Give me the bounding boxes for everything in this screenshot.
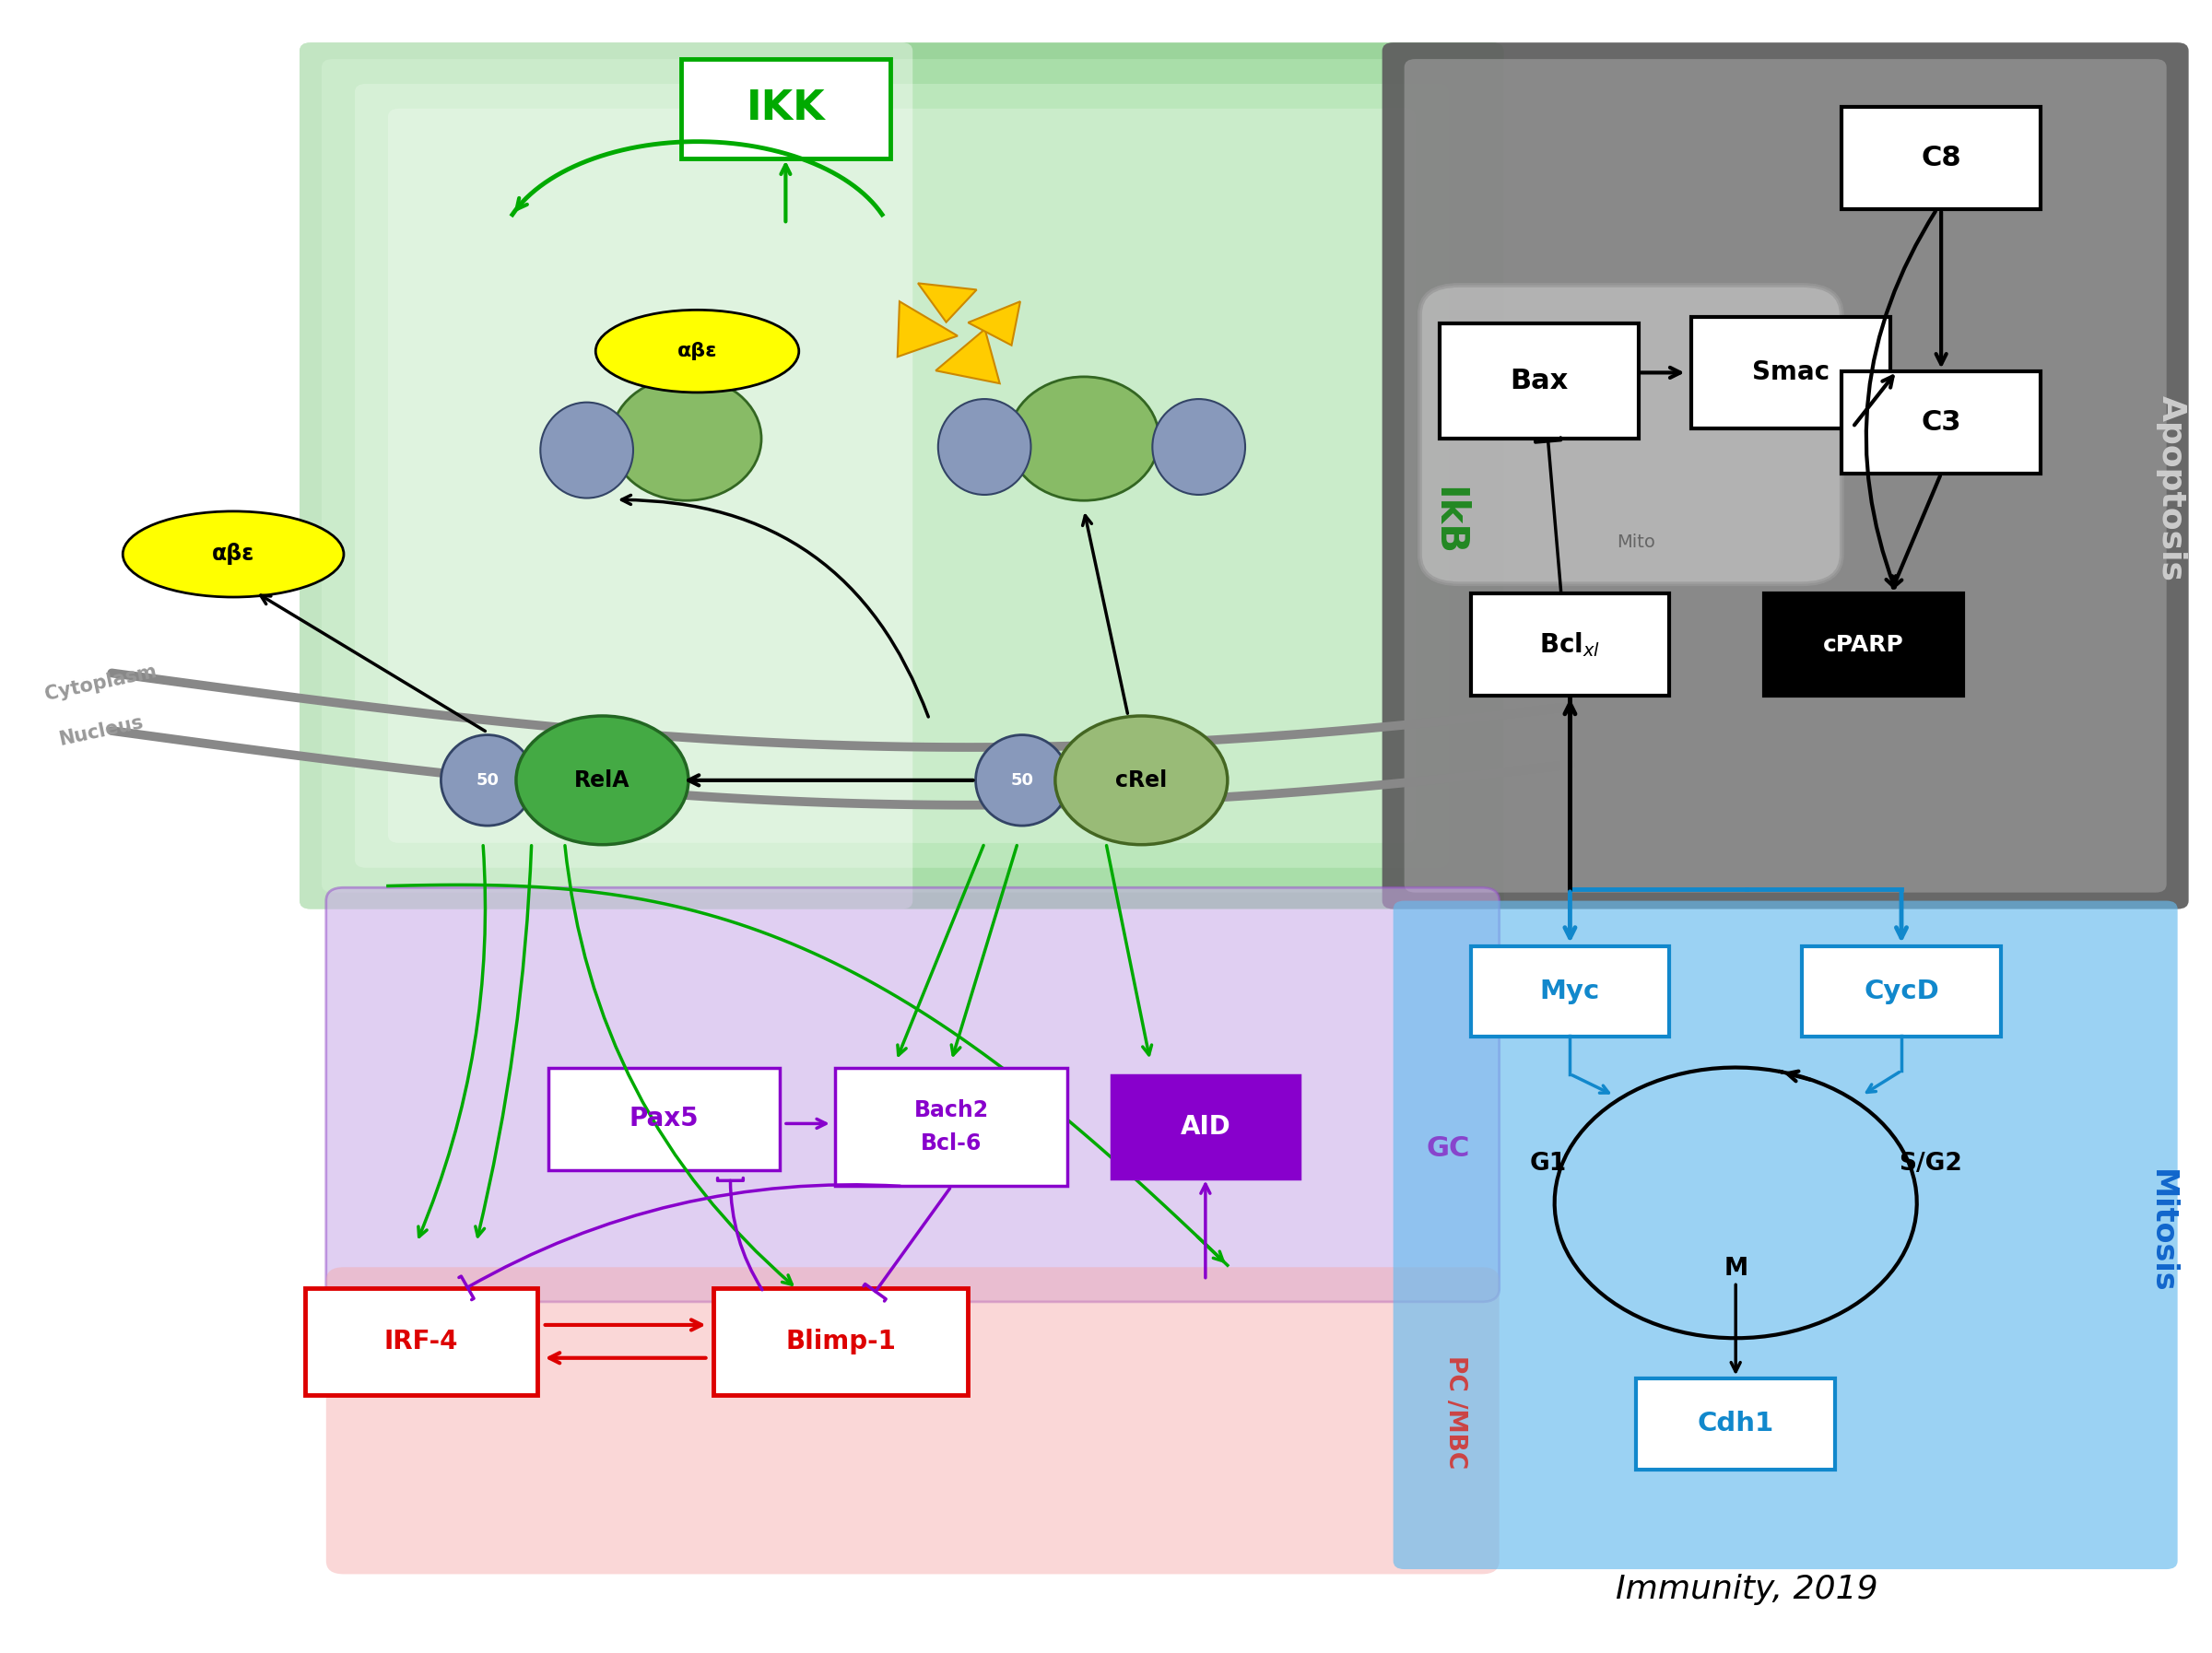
Bar bbox=[714, 1288, 969, 1395]
Bar bbox=[836, 1068, 1068, 1187]
FancyBboxPatch shape bbox=[1420, 286, 1843, 584]
FancyBboxPatch shape bbox=[299, 43, 1504, 909]
Text: IRF-4: IRF-4 bbox=[385, 1329, 458, 1354]
Text: 50: 50 bbox=[476, 772, 500, 788]
Text: cRel: cRel bbox=[1115, 769, 1168, 792]
FancyBboxPatch shape bbox=[1382, 43, 2188, 909]
FancyBboxPatch shape bbox=[325, 1268, 1500, 1574]
Text: Bcl$_{xl}$: Bcl$_{xl}$ bbox=[1540, 631, 1601, 660]
Ellipse shape bbox=[595, 309, 799, 392]
Bar bbox=[681, 60, 891, 159]
Ellipse shape bbox=[975, 736, 1068, 826]
Bar bbox=[1110, 1076, 1298, 1179]
Bar bbox=[1803, 946, 2002, 1036]
Polygon shape bbox=[936, 329, 1000, 383]
Ellipse shape bbox=[1055, 716, 1228, 845]
Bar bbox=[1843, 370, 2042, 473]
Text: Cdh1: Cdh1 bbox=[1697, 1412, 1774, 1436]
Text: Cytoplasm: Cytoplasm bbox=[42, 663, 159, 704]
Bar bbox=[305, 1288, 538, 1395]
FancyBboxPatch shape bbox=[354, 84, 1449, 868]
FancyBboxPatch shape bbox=[1405, 60, 2166, 893]
Text: Bach2: Bach2 bbox=[914, 1099, 989, 1121]
Ellipse shape bbox=[540, 402, 633, 498]
Text: Myc: Myc bbox=[1540, 979, 1599, 1005]
Text: M: M bbox=[1723, 1256, 1747, 1281]
Polygon shape bbox=[918, 283, 978, 322]
Bar bbox=[1692, 316, 1891, 428]
Text: Bax: Bax bbox=[1511, 367, 1568, 395]
FancyBboxPatch shape bbox=[387, 109, 1416, 843]
Ellipse shape bbox=[1152, 398, 1245, 494]
Polygon shape bbox=[898, 301, 958, 357]
Text: cPARP: cPARP bbox=[1823, 633, 1905, 656]
FancyBboxPatch shape bbox=[1394, 901, 2177, 1569]
Bar bbox=[1471, 946, 1670, 1036]
Text: Mitosis: Mitosis bbox=[2148, 1169, 2177, 1293]
Bar bbox=[1637, 1379, 1836, 1470]
Polygon shape bbox=[969, 301, 1020, 345]
Text: C3: C3 bbox=[1920, 408, 1962, 435]
Bar bbox=[1843, 107, 2042, 210]
Text: 50: 50 bbox=[1011, 772, 1033, 788]
Text: Blimp-1: Blimp-1 bbox=[785, 1329, 896, 1354]
FancyBboxPatch shape bbox=[299, 43, 914, 909]
Text: αβε: αβε bbox=[677, 342, 717, 360]
Text: AID: AID bbox=[1181, 1114, 1230, 1141]
Ellipse shape bbox=[515, 716, 688, 845]
Text: C8: C8 bbox=[1920, 145, 1962, 172]
Text: IKK: IKK bbox=[745, 89, 825, 129]
Text: Nucleus: Nucleus bbox=[58, 712, 144, 749]
Text: RelA: RelA bbox=[575, 769, 630, 792]
Bar bbox=[549, 1068, 781, 1170]
Bar bbox=[1765, 593, 1964, 696]
Text: PC /MBC: PC /MBC bbox=[1442, 1355, 1467, 1470]
Text: CycD: CycD bbox=[1865, 979, 1940, 1005]
Text: Immunity, 2019: Immunity, 2019 bbox=[1615, 1574, 1878, 1605]
Text: αβε: αβε bbox=[212, 544, 254, 565]
Text: Bcl-6: Bcl-6 bbox=[920, 1132, 982, 1154]
Bar bbox=[1440, 322, 1639, 438]
Text: Smac: Smac bbox=[1752, 360, 1829, 385]
Ellipse shape bbox=[124, 511, 343, 597]
Text: Pax5: Pax5 bbox=[628, 1106, 699, 1132]
Text: Apoptosis: Apoptosis bbox=[2154, 395, 2188, 582]
Text: G1: G1 bbox=[1528, 1152, 1566, 1175]
Ellipse shape bbox=[1009, 377, 1159, 501]
Ellipse shape bbox=[938, 398, 1031, 494]
FancyBboxPatch shape bbox=[325, 888, 1500, 1303]
Ellipse shape bbox=[611, 377, 761, 501]
Text: S/G2: S/G2 bbox=[1898, 1152, 1962, 1175]
Text: GC: GC bbox=[1427, 1136, 1471, 1162]
FancyBboxPatch shape bbox=[321, 60, 1482, 893]
Ellipse shape bbox=[440, 736, 533, 826]
Text: IkB: IkB bbox=[1429, 486, 1469, 555]
Text: Mito: Mito bbox=[1617, 534, 1655, 552]
Bar bbox=[1471, 593, 1670, 696]
